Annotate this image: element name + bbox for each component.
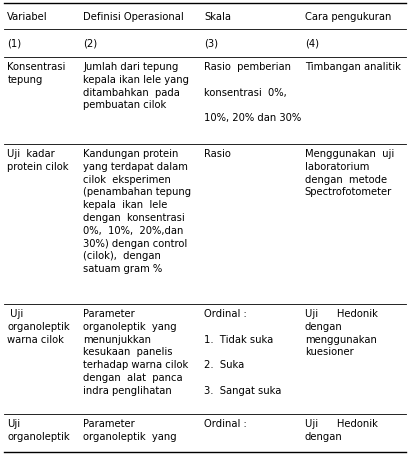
Text: Uji      Hedonik
dengan: Uji Hedonik dengan [304,418,377,441]
Text: (1): (1) [7,39,21,49]
Text: Variabel: Variabel [7,12,48,22]
Text: Uji  kadar
protein cilok: Uji kadar protein cilok [7,149,69,171]
Text: Skala: Skala [204,12,231,22]
Text: Ordinal :: Ordinal : [204,418,246,428]
Text: Ordinal :

1.  Tidak suka

2.  Suka

3.  Sangat suka: Ordinal : 1. Tidak suka 2. Suka 3. Sanga… [204,308,281,395]
Text: Definisi Operasional: Definisi Operasional [83,12,184,22]
Text: Jumlah dari tepung
kepala ikan lele yang
ditambahkan  pada
pembuatan cilok: Jumlah dari tepung kepala ikan lele yang… [83,62,189,110]
Text: (2): (2) [83,39,97,49]
Text: Rasio  pemberian

konsentrasi  0%,

10%, 20% dan 30%: Rasio pemberian konsentrasi 0%, 10%, 20%… [204,62,301,123]
Text: Uji
organoleptik: Uji organoleptik [7,418,70,441]
Text: Uji
organoleptik
warna cilok: Uji organoleptik warna cilok [7,308,70,344]
Text: (4): (4) [304,39,318,49]
Text: Rasio: Rasio [204,149,231,159]
Text: Parameter
organoleptik  yang
menunjukkan
kesukaan  panelis
terhadap warna cilok
: Parameter organoleptik yang menunjukkan … [83,308,188,395]
Text: Menggunakan  uji
laboratorium
dengan  metode
Spectrofotometer: Menggunakan uji laboratorium dengan meto… [304,149,393,197]
Text: Uji      Hedonik
dengan
menggunakan
kuesioner: Uji Hedonik dengan menggunakan kuesioner [304,308,377,357]
Text: (3): (3) [204,39,218,49]
Text: Parameter
organoleptik  yang: Parameter organoleptik yang [83,418,176,441]
Text: Timbangan analitik: Timbangan analitik [304,62,400,72]
Text: Cara pengukuran: Cara pengukuran [304,12,390,22]
Text: Konsentrasi
tepung: Konsentrasi tepung [7,62,65,85]
Text: Kandungan protein
yang terdapat dalam
cilok  eksperimen
(penambahan tepung
kepal: Kandungan protein yang terdapat dalam ci… [83,149,191,274]
